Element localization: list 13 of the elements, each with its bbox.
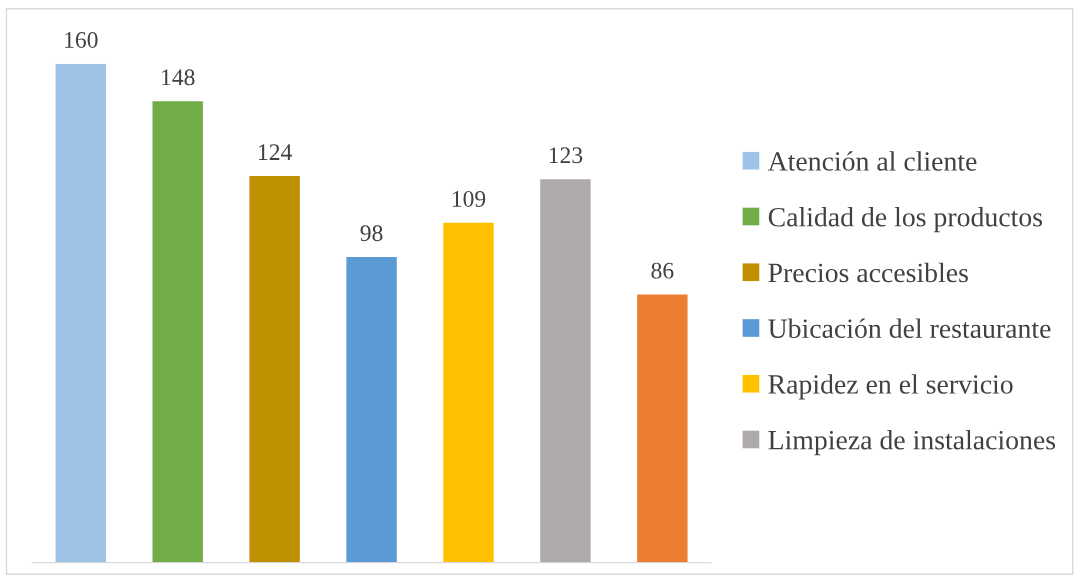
data-label: 123: [549, 147, 583, 164]
data-label: 160: [65, 31, 98, 48]
legend-label: Atención al cliente: [767, 151, 977, 171]
data-label: 148: [162, 69, 195, 86]
legend-label: Ubicación del restaurante: [768, 318, 1051, 339]
legend-label: Precios accesibles: [768, 262, 968, 283]
data-label: 109: [452, 190, 486, 207]
legend-label: Limpieza de instalaciones: [768, 429, 1056, 456]
legend-label: Rapidez en el servicio: [768, 374, 1013, 400]
legend-label: Calidad de los productos: [768, 207, 1043, 233]
data-label: 86: [651, 262, 674, 279]
data-label: 124: [259, 144, 292, 160]
data-label: 98: [360, 225, 383, 242]
